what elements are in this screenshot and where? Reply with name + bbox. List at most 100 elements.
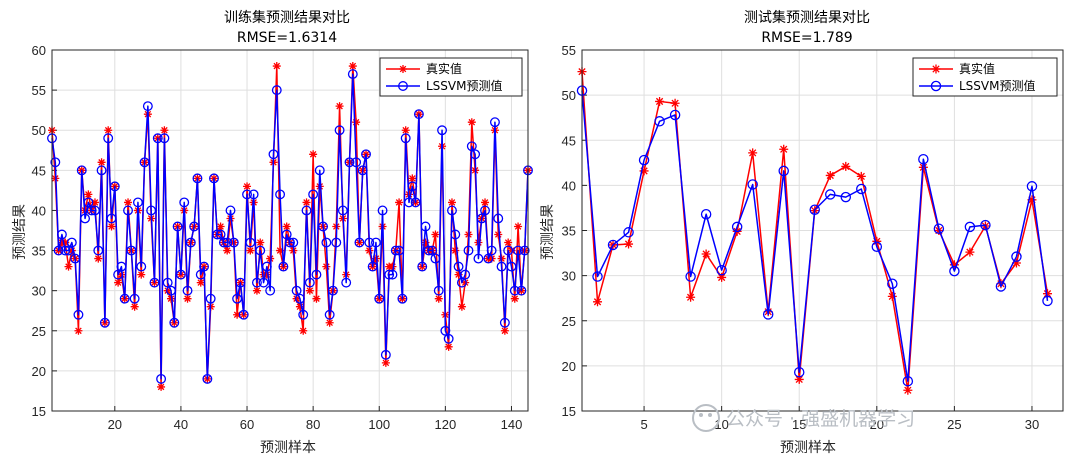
y-tick-label: 50 bbox=[32, 123, 46, 138]
data-point-star bbox=[216, 222, 225, 231]
data-point-circle bbox=[463, 245, 474, 256]
data-point-circle bbox=[189, 221, 200, 232]
chart-subtitle: RMSE=1.789 bbox=[761, 30, 852, 46]
data-point-star bbox=[167, 294, 175, 303]
data-point-circle bbox=[516, 285, 527, 296]
legend-box bbox=[912, 57, 1058, 97]
data-point-star bbox=[160, 126, 169, 135]
data-point-star bbox=[1027, 195, 1037, 205]
data-point-circle bbox=[384, 269, 395, 280]
data-point-star bbox=[494, 230, 503, 239]
data-point-circle bbox=[390, 245, 401, 256]
data-point-star bbox=[447, 198, 456, 207]
data-point-circle bbox=[731, 221, 743, 233]
data-point-circle bbox=[209, 173, 219, 184]
data-point-circle bbox=[423, 245, 434, 256]
data-point-star bbox=[444, 342, 453, 351]
data-point-circle bbox=[638, 154, 650, 166]
data-point-circle bbox=[278, 261, 289, 272]
data-point-circle bbox=[486, 245, 497, 256]
data-point-star bbox=[302, 198, 311, 207]
data-point-star bbox=[348, 62, 357, 71]
x-tick-label: 25 bbox=[947, 417, 961, 432]
data-point-circle bbox=[476, 213, 487, 224]
data-point-circle bbox=[473, 253, 484, 264]
data-point-circle bbox=[470, 149, 481, 160]
y-tick-label: 15 bbox=[32, 404, 46, 419]
data-point-circle bbox=[136, 261, 147, 272]
data-point-circle bbox=[503, 245, 514, 256]
data-point-circle bbox=[56, 229, 67, 240]
data-point-circle bbox=[430, 253, 441, 264]
data-point-circle bbox=[291, 285, 302, 296]
data-point-circle bbox=[337, 205, 348, 216]
data-point-star bbox=[272, 62, 281, 71]
data-point-circle bbox=[496, 261, 507, 272]
data-point-star bbox=[856, 171, 866, 181]
data-point-circle bbox=[361, 149, 371, 160]
data-point-star bbox=[395, 198, 404, 207]
data-point-star bbox=[252, 286, 261, 295]
data-point-star bbox=[779, 144, 789, 154]
data-point-star bbox=[949, 260, 959, 270]
data-point-circle bbox=[119, 293, 130, 304]
data-point-circle bbox=[871, 241, 883, 252]
data-point-star bbox=[352, 118, 361, 127]
legend-label: 真实值 bbox=[959, 61, 995, 76]
data-point-circle bbox=[304, 277, 315, 288]
data-point-star bbox=[61, 238, 70, 247]
data-point-star bbox=[825, 170, 835, 180]
data-point-circle bbox=[700, 209, 712, 220]
axes-box bbox=[51, 49, 529, 412]
data-point-circle bbox=[245, 237, 256, 248]
x-axis-label: 预测样本 bbox=[780, 440, 836, 456]
data-point-circle bbox=[995, 281, 1007, 292]
data-point-circle bbox=[513, 245, 524, 256]
data-point-star bbox=[434, 294, 443, 303]
y-tick-label: 20 bbox=[562, 359, 576, 374]
data-point-circle bbox=[407, 181, 418, 192]
wechat-icon bbox=[692, 404, 720, 432]
data-point-circle bbox=[404, 197, 414, 208]
data-point-circle bbox=[685, 271, 696, 282]
data-point-circle bbox=[793, 366, 805, 378]
data-point-circle bbox=[222, 237, 233, 248]
data-point-circle bbox=[96, 165, 107, 176]
data-point-circle bbox=[354, 237, 365, 248]
y-tick-label: 40 bbox=[562, 178, 576, 193]
data-point-star bbox=[84, 190, 93, 199]
data-point-circle bbox=[456, 277, 467, 288]
data-point-star bbox=[246, 246, 255, 255]
data-point-circle bbox=[364, 237, 375, 248]
data-point-circle bbox=[93, 245, 104, 256]
data-point-star bbox=[223, 246, 232, 255]
data-point-circle bbox=[228, 237, 239, 248]
data-point-circle bbox=[139, 157, 150, 168]
x-tick-label: 80 bbox=[306, 417, 320, 432]
data-point-circle bbox=[149, 277, 160, 288]
y-tick-label: 30 bbox=[562, 269, 576, 284]
data-point-star bbox=[887, 291, 897, 301]
data-point-circle bbox=[301, 205, 312, 216]
data-point-circle bbox=[298, 309, 309, 320]
data-point-circle bbox=[113, 269, 124, 280]
data-point-circle bbox=[331, 237, 342, 248]
legend-marker bbox=[399, 65, 407, 73]
data-point-circle bbox=[90, 205, 100, 216]
y-axis-label: 预测结果 bbox=[12, 204, 28, 260]
data-point-star bbox=[454, 270, 463, 279]
data-point-circle bbox=[933, 223, 945, 234]
y-tick-label: 50 bbox=[562, 88, 576, 103]
data-point-star bbox=[500, 326, 509, 335]
data-point-star bbox=[262, 270, 271, 279]
y-tick-label: 45 bbox=[32, 163, 46, 178]
data-point-circle bbox=[344, 157, 355, 168]
data-point-circle bbox=[172, 221, 183, 232]
data-point-circle bbox=[427, 245, 438, 256]
data-point-circle bbox=[146, 205, 157, 216]
test-chart: 测试集预测结果对比 RMSE=1.789 预测样本 预测结果 5 10 15 20 25… bbox=[540, 9, 1064, 456]
data-point-star bbox=[593, 297, 603, 307]
data-point-circle bbox=[248, 189, 259, 200]
data-point-star bbox=[965, 247, 975, 257]
data-point-star bbox=[107, 222, 116, 231]
